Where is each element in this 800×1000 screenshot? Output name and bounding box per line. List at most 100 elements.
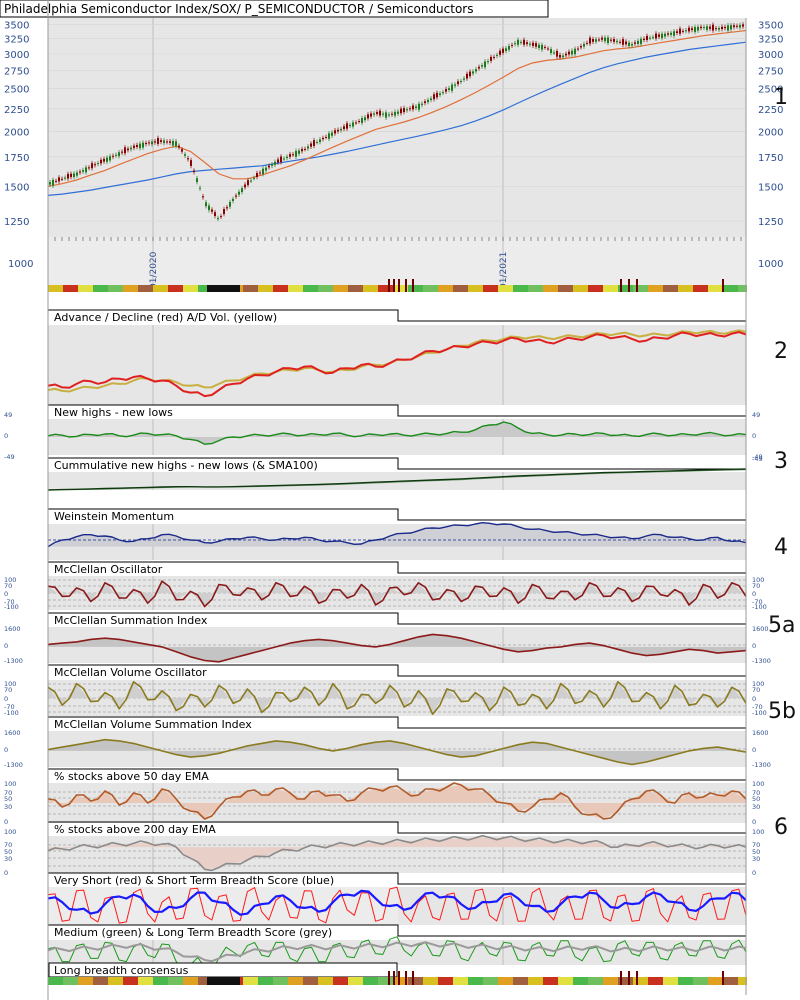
consensus-bar-top-cell [147,285,150,292]
consensus-bar-bottom-cell [723,977,726,985]
consensus-bar-top-cell [69,285,72,292]
consensus-bar-top-cell [477,285,480,292]
consensus-bar-top-cell [273,285,276,292]
consensus-bar-bottom-cell [360,977,363,985]
consensus-bar-top-cell [492,285,495,292]
consensus-bar-bottom-cell [270,977,273,985]
consensus-bar-top-cell [138,285,141,292]
consensus-bar-top-cell [699,285,702,292]
mc-summation-tick-left-0: 1600 [4,625,21,633]
consensus-bar-top-cell [51,285,54,292]
price-candle-body [562,55,564,58]
consensus-bar-bottom-cell [615,977,618,985]
price-candle-body [475,69,477,72]
consensus-bar-top-cell [561,285,564,292]
consensus-bar-bottom-cell [480,977,483,985]
consensus-bar-top-cell [459,285,462,292]
price-candle-body [127,148,129,151]
consensus-bar-top-cell [441,285,444,292]
consensus-bar-top-cell [525,285,528,292]
consensus-bar-top-cell [672,285,675,292]
consensus-bar-top-cell [633,285,636,292]
consensus-bar-bottom-cell [156,977,159,985]
mcclellan-osc-panel-tick-left-0: 100 [4,576,16,584]
price-candle-body [538,44,540,49]
price-candle-body [262,168,264,175]
pct200-tick-left-3: 30 [4,855,12,863]
price-candle-body [109,156,111,161]
consensus-bar-top-cell [114,285,117,292]
momentum-line [47,522,747,548]
consensus-bar-top-cell [588,285,591,292]
consensus-bar-bottom-cell [639,977,642,985]
mcclellan-osc-panel-tick-right-3: -70 [752,598,763,606]
price-candle-body [241,188,243,193]
consensus-bar-bottom-cell [153,977,156,985]
consensus-bar-top-cell [648,285,651,292]
price-candle-body [178,145,180,148]
price-candle-body [148,142,150,144]
consensus-bar-bottom-cell [609,977,612,985]
consensus-bar-top-cell [48,285,51,292]
consensus-bar-top-cell [168,285,171,292]
consensus-bar-bottom-marker [388,971,390,985]
consensus-bar-top-cell [351,285,354,292]
consensus-bar-bottom-cell [429,977,432,985]
price-candle-body [526,42,528,45]
price-candle-body [649,37,651,39]
consensus-bar-bottom-marker [405,971,407,985]
consensus-bar-bottom-cell [675,977,678,985]
consensus-bar-top-cell [321,285,324,292]
x-label-2021: 01/2021 [499,252,509,289]
price-candle-body [151,141,153,145]
consensus-bar-top-cell [729,285,732,292]
consensus-bar-top-cell [687,285,690,292]
pct200-tick-left-1: 70 [4,841,12,849]
price-candle-body [274,161,276,165]
consensus-bar-top-cell [666,285,669,292]
pct50-panel-title-bg [49,770,397,783]
consensus-bar-bottom-cell [111,977,114,985]
consensus-bar-bottom-cell [630,977,633,985]
consensus-bar-bottom-cell [588,977,591,985]
price-candle-body [283,158,285,160]
consensus-bar-top-cell [279,285,282,292]
consensus-bar-top-cell [462,285,465,292]
consensus-bar-top-cell [63,285,66,292]
consensus-bar-top-cell [381,285,384,292]
consensus-bar-top-cell [510,285,513,292]
price-candle-body [484,61,486,68]
consensus-bar-bottom-cell [264,977,267,985]
consensus-bar-top-cell [189,285,192,292]
pct200-panel-title: % stocks above 200 day EMA [54,823,216,836]
consensus-bar-bottom-cell [378,977,381,985]
price-candle-body [667,33,669,35]
consensus-bar-bottom-cell [558,977,561,985]
consensus-bar-top-cell [75,285,78,292]
price-ema-long-line [47,41,747,196]
consensus-bar-top-cell [705,285,708,292]
price-candle-body [232,198,234,201]
mc-volume-osc-panel-area [48,681,746,715]
price-candle-body [400,108,402,114]
price-candle-body [661,33,663,39]
price-candle-body [442,92,444,94]
price-candle-body [172,141,174,146]
consensus-bar-top-cell [243,285,246,292]
mcclellan-osc-panel-tick-right-0: 100 [752,576,764,584]
consensus-bar-top-cell [435,285,438,292]
price-tick-right-7: 1750 [758,153,783,164]
consensus-bar-bottom-cell [606,977,609,985]
price-tick-right-5: 2250 [758,105,783,116]
consensus-bar-bottom-cell [594,977,597,985]
consensus-bar-bottom-cell [555,977,558,985]
consensus-bar-bottom-cell [654,977,657,985]
price-candle-body [163,140,165,144]
consensus-bar-top-cell [720,285,723,292]
consensus-bar-top-cell [444,285,447,292]
price-candle-body [193,170,195,173]
price-candle-body [727,25,729,31]
price-candle-body [271,164,273,166]
consensus-bar-top-cell [480,285,483,292]
consensus-bar-bottom-cell [81,977,84,985]
